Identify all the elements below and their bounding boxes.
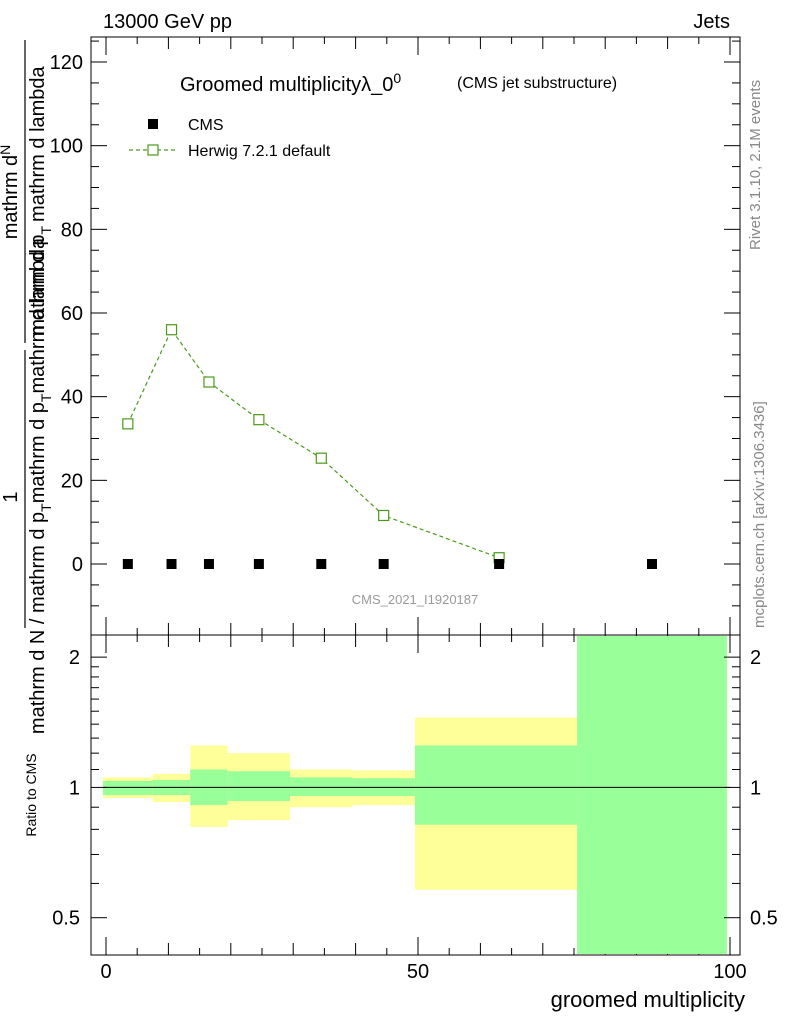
ratio-band-green: [577, 636, 727, 954]
ratio-band-green: [414, 745, 578, 825]
main-ylabel: 1 mathrm dN mathrm d pTmathrm d lambda m…: [0, 40, 54, 734]
herwig-point: [165, 324, 178, 336]
ylabel-denom-bottom-c: mathrm d lambda: [27, 237, 49, 393]
plot-title-sup: 0: [393, 70, 401, 86]
ratio-y-tick-label-left: 2: [69, 647, 80, 669]
ylabel-denom-bottom-b: mathrm d p: [27, 402, 49, 503]
y-tick-label: 20: [61, 470, 83, 492]
cms-point: [494, 559, 505, 569]
plot-title-main: Groomed multiplicityλ_0: [180, 74, 393, 96]
x-axis-label: groomed multiplicity: [551, 987, 745, 1012]
ratio-band-green: [102, 780, 153, 796]
y-tick-label: 100: [50, 136, 83, 158]
x-tick-label: 50: [407, 961, 429, 983]
ylabel-denom-top-sub: T: [38, 226, 54, 235]
x-ticks: 0 50 100: [100, 961, 746, 983]
cms-point: [122, 559, 133, 569]
ylabel-denom-top-b: mathrm d lambda: [27, 65, 49, 221]
cms-series: [122, 559, 657, 569]
ratio-y-tick-label-left: 1: [69, 777, 80, 799]
herwig-point: [315, 452, 327, 464]
header-right: Jets: [693, 11, 730, 33]
ratio-ylabel: Ratio to CMS: [23, 753, 39, 836]
ratio-band-shapes: [102, 636, 727, 954]
ratio-frame: [90, 634, 741, 956]
ylabel-denom-bottom-sub: T: [38, 503, 54, 512]
legend-herwig-marker: [147, 144, 159, 156]
y-tick-label: 120: [50, 52, 83, 74]
ratio-band-green: [290, 777, 353, 797]
ylabel-denom-top-a: mathrm d p: [27, 235, 49, 336]
rivet-label: Rivet 3.1.10, 2.1M events: [747, 80, 764, 250]
ylabel-dn: mathrm dN: [0, 145, 22, 240]
cms-point: [203, 559, 214, 569]
legend-herwig-label: Herwig 7.2.1 default: [188, 143, 331, 160]
watermark: CMS_2021_I1920187: [352, 592, 479, 607]
ylabel-denom-bottom: mathrm d N / mathrm d pTmathrm d pTmathr…: [27, 237, 54, 734]
ylabel-denom-top: mathrm d pTmathrm d lambda: [27, 65, 54, 335]
cms-point: [253, 559, 264, 569]
ylabel-dn-plain: mathrm d: [0, 155, 22, 239]
legend: CMS Herwig 7.2.1 default: [129, 117, 331, 160]
y-tick-label: 80: [61, 219, 83, 241]
ylabel-denom-bottom-sub2: T: [38, 393, 54, 402]
y-tick-label: 60: [61, 303, 83, 325]
cms-point: [316, 559, 327, 569]
herwig-point: [253, 414, 265, 426]
y-tick-label: 40: [61, 387, 83, 409]
mcplots-label: mcplots.cern.ch [arXiv:1306.3436]: [751, 401, 768, 628]
cms-point: [166, 559, 177, 569]
legend-cms-marker: [148, 119, 158, 129]
legend-cms-label: CMS: [188, 117, 224, 134]
ratio-y-tick-label-right: 0.5: [750, 908, 778, 930]
ylabel-denom-bottom-a: mathrm d N / mathrm d p: [27, 512, 49, 734]
ylabel-dn-sup: N: [0, 145, 13, 155]
herwig-line: [127, 328, 500, 559]
ratio-band-green: [227, 771, 291, 802]
herwig-point: [203, 376, 215, 388]
plot-subtitle: (CMS jet substructure): [457, 75, 617, 92]
ratio-ticks: 0.5 0.5 1 1 2 2: [52, 647, 778, 930]
herwig-point: [378, 509, 390, 522]
x-tick-label: 0: [100, 961, 111, 983]
ratio-y-tick-label-right: 2: [750, 647, 761, 669]
plot-title: Groomed multiplicityλ_00: [180, 70, 401, 96]
ratio-plot: 0.5 0.5 1 1 2 2 0 50 100 Ratio to CMS groomed m…: [23, 634, 778, 1012]
header-left: 13000 GeV pp: [103, 11, 232, 33]
y-tick-label: 0: [72, 554, 83, 576]
herwig-series: [122, 324, 505, 564]
herwig-point: [122, 418, 134, 430]
x-tick-label: 100: [713, 961, 746, 983]
ylabel-one: 1: [0, 491, 22, 502]
ratio-y-tick-label-left: 0.5: [52, 908, 80, 930]
ratio-y-tick-label-right: 1: [750, 777, 761, 799]
cms-point: [378, 559, 389, 569]
cms-point: [647, 559, 657, 569]
